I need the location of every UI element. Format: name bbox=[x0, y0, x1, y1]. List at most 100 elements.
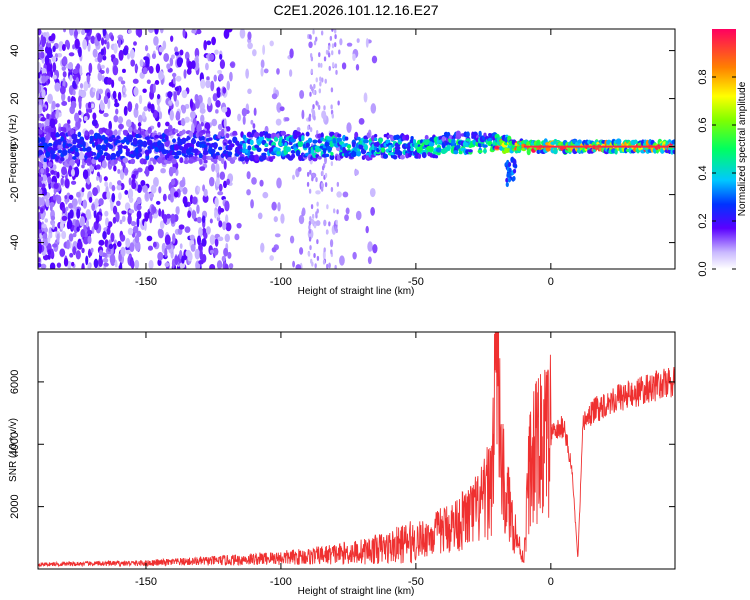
spectrogram-signal-blob bbox=[399, 154, 405, 160]
spectrogram-noise-blob bbox=[102, 231, 107, 240]
spectrogram-signal-blob bbox=[434, 155, 439, 159]
spectrogram-noise-blob bbox=[330, 109, 334, 115]
spectrogram-noise-blob bbox=[289, 48, 294, 59]
spectrogram-signal-blob bbox=[173, 155, 180, 160]
spectrogram-signal-blob bbox=[405, 134, 410, 141]
spectrogram-noise-blob bbox=[153, 35, 159, 46]
spectrogram-signal-blob bbox=[88, 129, 94, 135]
spectrogram-noise-blob bbox=[112, 216, 117, 224]
spectrogram-signal-blob bbox=[373, 137, 378, 141]
spectrogram-signal-blob bbox=[242, 142, 247, 150]
spectrogram-signal-blob bbox=[55, 131, 60, 138]
spectrogram-signal-blob bbox=[351, 150, 357, 157]
spectrogram-signal-blob bbox=[258, 135, 265, 142]
spectrogram-signal-blob bbox=[99, 149, 104, 156]
spectrogram-noise-blob bbox=[81, 29, 86, 36]
spectrogram-noise-blob bbox=[150, 184, 157, 194]
spectrogram-y-tick-label: -40 bbox=[9, 235, 21, 251]
spectrogram-noise-blob bbox=[117, 169, 121, 174]
spectrogram-noise-blob bbox=[78, 110, 82, 116]
spectrogram-noise-blob bbox=[73, 166, 80, 178]
spectrogram-noise-blob bbox=[47, 249, 52, 256]
spectrogram-noise-blob bbox=[118, 49, 124, 61]
spectrogram-noise-blob bbox=[102, 29, 107, 37]
spectrogram-signal-blob bbox=[72, 155, 77, 160]
spectrogram-noise-blob bbox=[226, 29, 233, 33]
spectrogram-signal-blob bbox=[75, 147, 79, 153]
spectrogram-noise-blob bbox=[62, 56, 68, 65]
spectrogram-noise-blob bbox=[132, 225, 139, 234]
spectrogram-noise-blob bbox=[292, 260, 296, 268]
spectrogram-signal-blob bbox=[89, 135, 94, 142]
spectrogram-signal-blob bbox=[52, 147, 58, 151]
spectrogram-signal-blob bbox=[184, 157, 188, 161]
spectrogram-signal-blob bbox=[183, 159, 189, 165]
spectrogram-noise-blob bbox=[184, 226, 191, 233]
spectrogram-noise-blob bbox=[74, 38, 80, 50]
spectrogram-signal-blob bbox=[183, 154, 189, 158]
spectrogram-noise-blob bbox=[227, 251, 232, 259]
spectrogram-signal-blob bbox=[84, 130, 89, 137]
spectrogram-noise-blob bbox=[212, 93, 218, 102]
spectrogram-noise-blob bbox=[192, 196, 198, 205]
spectrogram-noise-blob bbox=[224, 200, 230, 212]
spectrogram-noise-blob bbox=[175, 206, 180, 215]
spectrogram-noise-blob bbox=[92, 87, 96, 93]
spectrogram-noise-blob bbox=[219, 208, 225, 213]
spectrogram-noise-blob bbox=[279, 106, 285, 112]
spectrogram-noise-blob bbox=[103, 39, 107, 45]
spectrogram-noise-blob bbox=[170, 35, 174, 42]
spectrogram-signal-blob bbox=[110, 152, 117, 159]
spectrogram-signal-blob bbox=[203, 159, 208, 164]
spectrogram-noise-blob bbox=[152, 241, 157, 248]
spectrogram-noise-blob bbox=[136, 210, 142, 220]
spectrogram-noise-blob bbox=[158, 208, 162, 217]
spectrogram-signal-blob bbox=[458, 150, 463, 155]
spectrogram-noise-blob bbox=[346, 122, 352, 133]
spectrogram-noise-blob bbox=[171, 258, 175, 269]
spectrogram-signal-blob bbox=[553, 148, 558, 155]
spectrogram-noise-blob bbox=[56, 171, 60, 179]
spectrogram-signal-blob bbox=[428, 141, 435, 147]
spectrogram-noise-blob bbox=[98, 239, 105, 246]
spectrogram-noise-blob bbox=[38, 83, 42, 94]
spectrogram-noise-blob bbox=[83, 81, 89, 92]
spectrogram-noise-blob bbox=[216, 87, 221, 93]
spectrogram-noise-blob bbox=[370, 206, 375, 216]
spectrogram-noise-blob bbox=[42, 106, 46, 113]
spectrogram-signal-blob bbox=[253, 131, 260, 139]
spectrogram-noise-blob bbox=[214, 237, 219, 247]
spectrogram-noise-blob bbox=[88, 108, 93, 114]
spectrogram-noise-blob bbox=[324, 182, 328, 188]
spectrogram-noise-blob bbox=[191, 29, 197, 34]
spectrogram-noise-blob bbox=[61, 230, 67, 240]
spectrogram-noise-blob bbox=[56, 52, 63, 58]
spectrogram-noise-blob bbox=[226, 178, 231, 186]
spectrogram-signal-blob bbox=[305, 131, 310, 137]
spectrogram-y-axis-label: Frequency (Hz) bbox=[8, 115, 19, 184]
spectrogram-marks bbox=[38, 29, 675, 269]
spectrogram-noise-blob bbox=[334, 226, 337, 232]
spectrogram-noise-blob bbox=[75, 65, 80, 70]
spectrogram-noise-blob bbox=[143, 220, 147, 231]
spectrogram-noise-blob bbox=[130, 259, 135, 269]
spectrogram-noise-blob bbox=[200, 121, 204, 127]
spectrogram-noise-blob bbox=[179, 243, 183, 250]
spectrogram-x-tick-label: 0 bbox=[548, 276, 554, 288]
spectrogram-signal-blob bbox=[288, 141, 293, 146]
spectrogram-noise-blob bbox=[40, 117, 47, 122]
spectrogram-signal-blob bbox=[174, 129, 179, 133]
spectrogram-noise-blob bbox=[162, 40, 167, 50]
spectrogram-noise-blob bbox=[85, 219, 90, 228]
spectrogram-noise-blob bbox=[199, 249, 203, 261]
spectrogram-noise-blob bbox=[112, 90, 117, 100]
spectrogram-noise-blob bbox=[103, 176, 108, 182]
spectrogram-noise-blob bbox=[144, 212, 149, 222]
spectrogram-noise-blob bbox=[120, 80, 126, 85]
spectrogram-signal-blob bbox=[271, 155, 276, 160]
spectrogram-noise-blob bbox=[174, 51, 180, 56]
spectrogram-signal-blob bbox=[326, 136, 333, 141]
spectrogram-noise-blob bbox=[153, 176, 159, 188]
spectrogram-noise-blob bbox=[136, 184, 142, 193]
spectrogram-noise-blob bbox=[74, 112, 80, 123]
